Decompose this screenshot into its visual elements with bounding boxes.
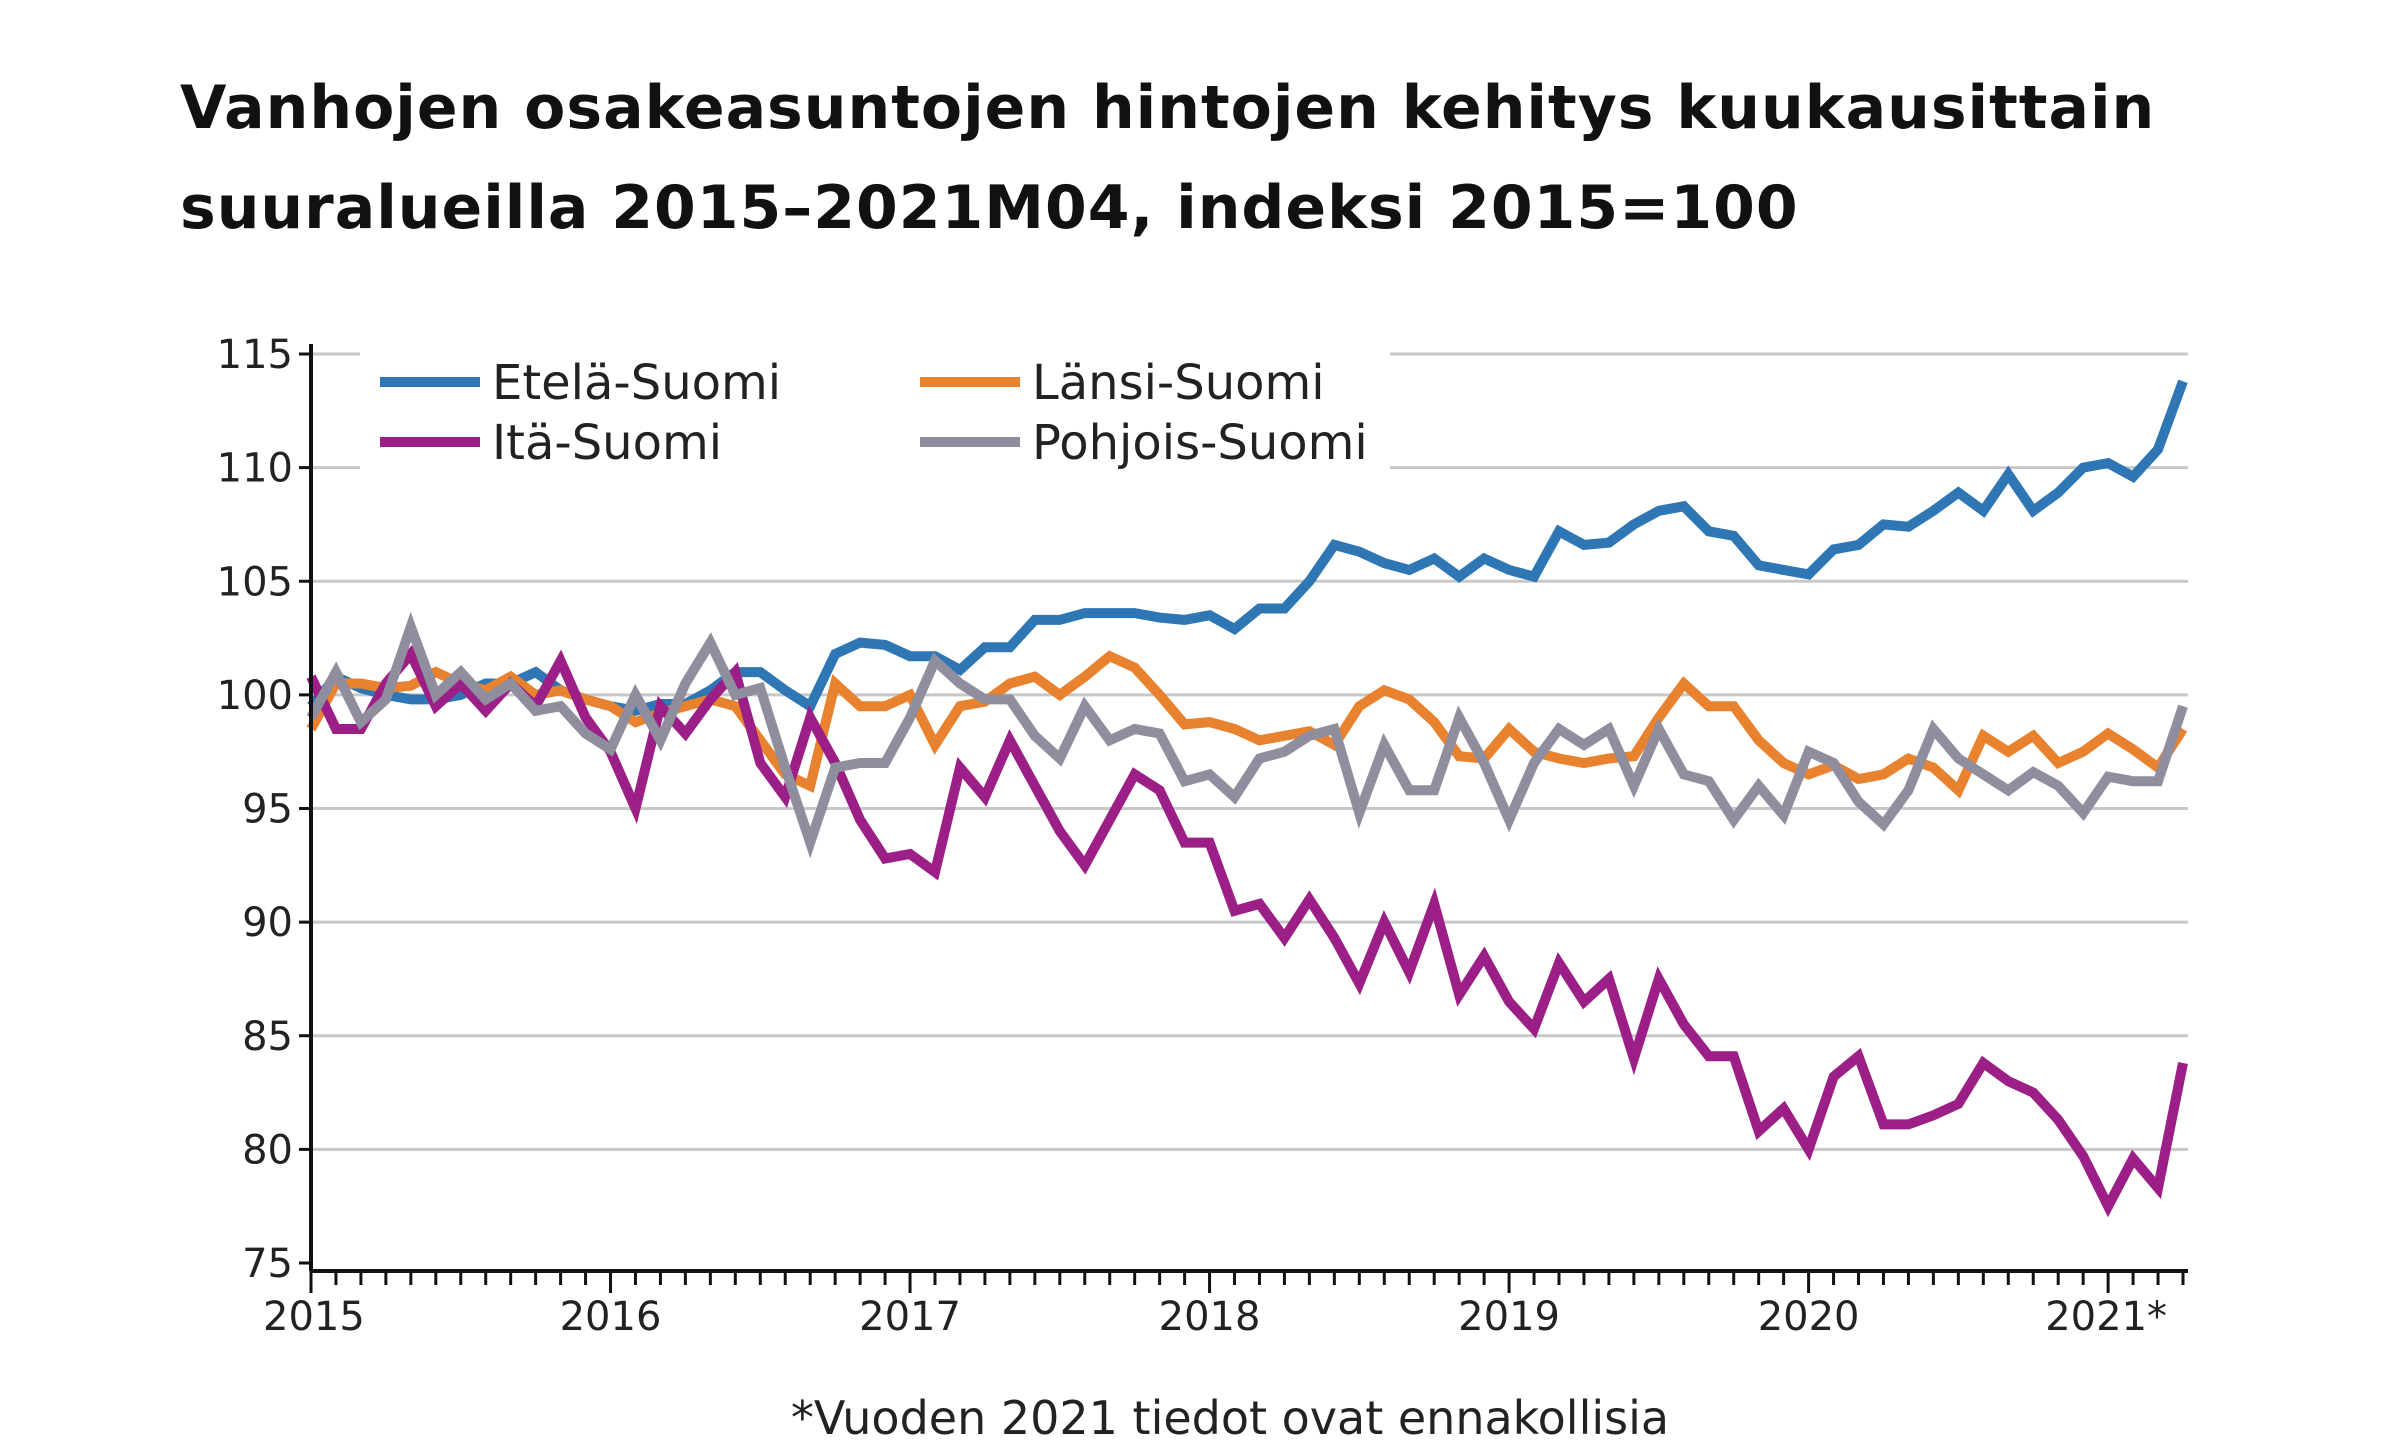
x-tick-label: 2017 [859,1294,961,1340]
legend-label: Itä-Suomi [492,415,722,471]
x-tick-label: 2021* [2045,1294,2167,1340]
x-tick-label: 2015 [263,1294,365,1340]
footnote: *Vuoden 2021 tiedot ovat ennakollisia [791,1391,1669,1445]
legend-label: Etelä-Suomi [492,355,781,411]
legend-background [360,340,1390,470]
chart-title: Vanhojen osakeasuntojen hintojen kehitys… [180,73,2156,243]
x-tick-label: 2020 [1758,1294,1860,1340]
y-tick-label: 95 [242,787,293,833]
x-tick-label: 2018 [1159,1294,1261,1340]
y-tick-label: 110 [217,446,293,492]
legend: Etelä-Suomi Länsi-Suomi Itä-Suomi Pohjois-S… [360,340,1390,471]
y-tick-label: 115 [217,332,293,378]
x-tick-label: 2016 [560,1294,662,1340]
legend-label: Länsi-Suomi [1032,355,1325,411]
y-tick-label: 85 [242,1014,293,1060]
y-tick-label: 100 [217,673,293,719]
gridlines [311,352,2188,1151]
axes: 75 80 85 90 95 100 105 110 115 2015 2016 2017 2018 20… [217,332,2188,1340]
series-line-itä-suomi [306,644,2188,1218]
series-line-pohjois-suomi [306,611,2188,859]
y-tick-label: 80 [242,1127,293,1173]
y-tick-label: 75 [242,1241,293,1287]
y-tick-label: 105 [217,559,293,605]
x-tick-label: 2019 [1458,1294,1560,1340]
series-lines [306,379,2188,1218]
y-tick-label: 90 [242,900,293,946]
legend-label: Pohjois-Suomi [1032,415,1368,471]
